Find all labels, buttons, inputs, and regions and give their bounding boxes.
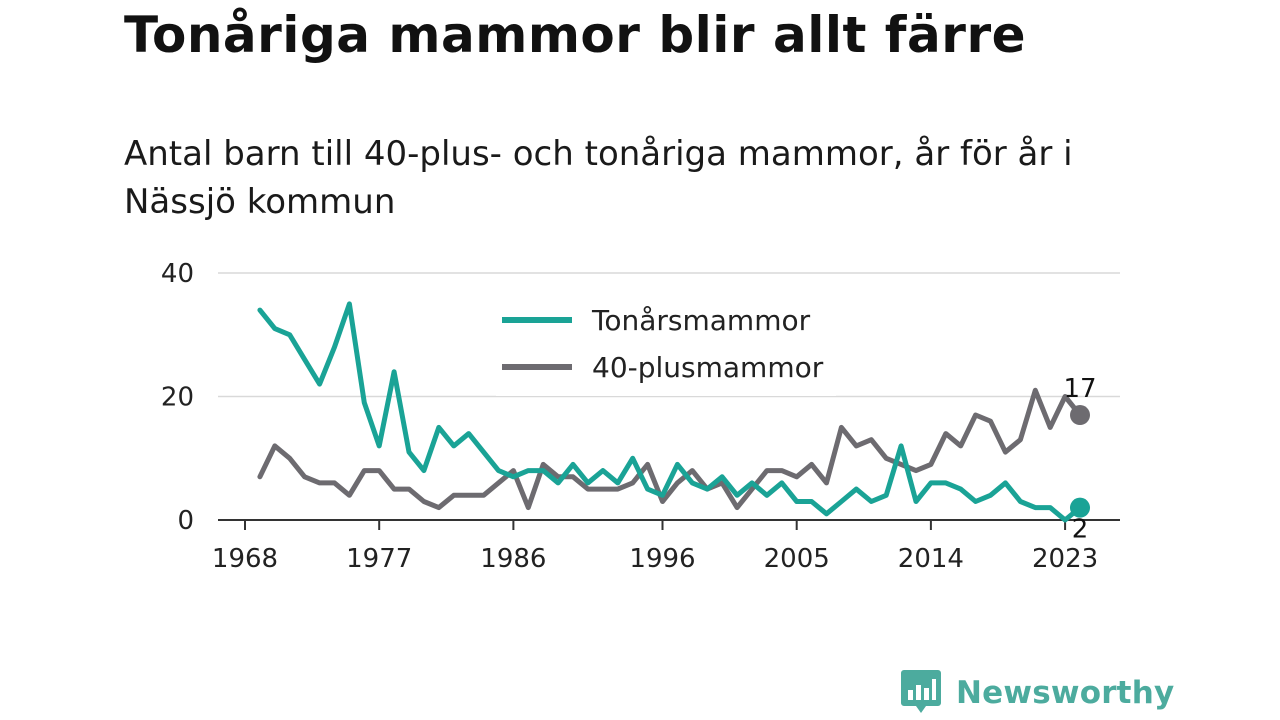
legend: Tonårsmammor 40-plusmammor: [496, 292, 836, 396]
end-markers: 17 2: [1063, 374, 1096, 545]
end-marker: [1070, 497, 1090, 518]
legend-label: 40-plusmammor: [592, 351, 824, 384]
x-tick-label: 2014: [898, 544, 964, 574]
brand-name: Newsworthy: [956, 675, 1175, 711]
x-tick-label: 1977: [346, 544, 412, 574]
end-value-label: 2: [1072, 515, 1089, 545]
newsworthy-logo-icon: [900, 668, 942, 718]
x-tick-label: 1968: [212, 544, 278, 574]
y-tick-label: 20: [161, 383, 194, 413]
x-tick-label: 1986: [480, 544, 546, 574]
legend-label: Tonårsmammor: [591, 304, 811, 337]
end-marker: [1070, 405, 1090, 426]
brand-logo: Newsworthy: [900, 670, 1174, 716]
gridlines: [218, 272, 1120, 398]
x-tick-label: 1996: [629, 544, 695, 574]
series-line: [257, 301, 1083, 523]
chart-title: Tonåriga mammor blir allt färre: [124, 6, 1027, 64]
series-lines: [257, 301, 1083, 523]
y-tick-label: 40: [161, 259, 194, 289]
x-tick-label: 2023: [1032, 544, 1098, 574]
series-line: [257, 387, 1083, 511]
end-value-label: 17: [1063, 374, 1096, 404]
x-tick-label: 2005: [764, 544, 830, 574]
axes: 0 20 40 1968 1977 1986 1996 2005 2014 2023: [161, 259, 1120, 574]
y-tick-label: 0: [177, 506, 194, 536]
chart-subtitle: Antal barn till 40-plus- och tonåriga ma…: [124, 134, 1073, 222]
legend-background: [496, 292, 836, 396]
